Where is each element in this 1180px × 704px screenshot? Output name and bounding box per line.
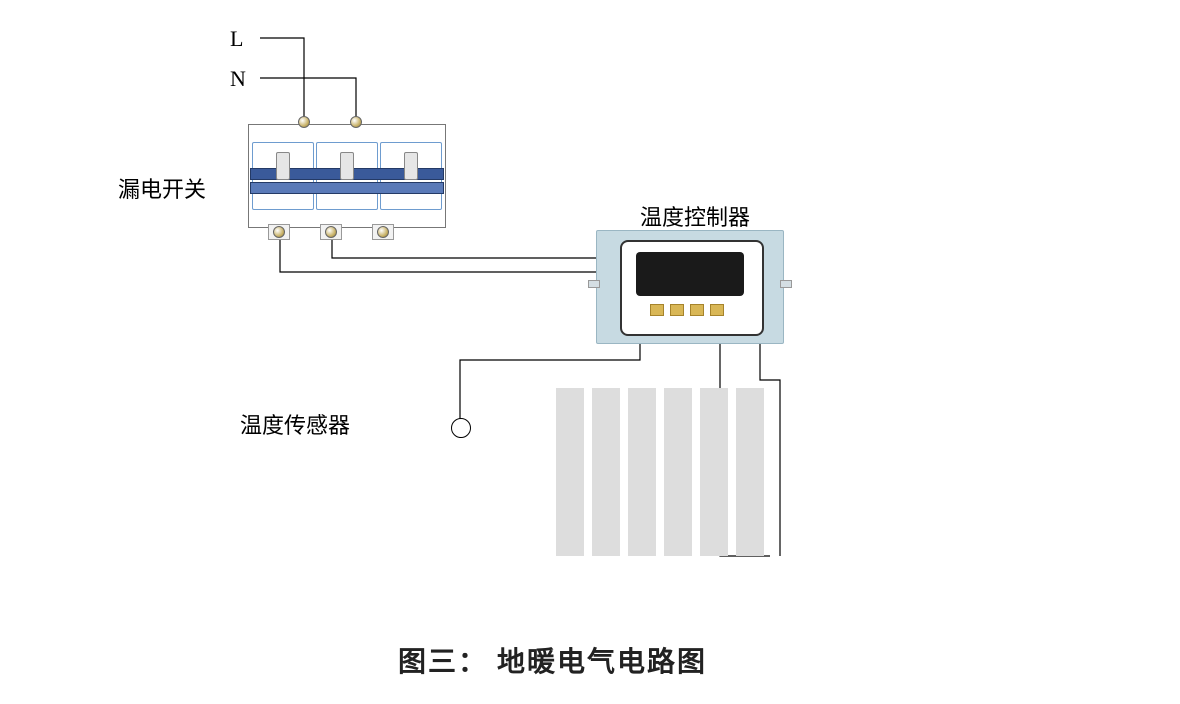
wire-N-in: [260, 78, 356, 118]
breaker-terminal-bot-1: [273, 226, 285, 238]
thermostat-btn-3[interactable]: [690, 304, 704, 316]
temperature-sensor-icon: [451, 418, 471, 438]
label-thermostat: 温度控制器: [640, 200, 750, 232]
wire-breaker-to-thermo-2: [332, 240, 596, 258]
thermostat-btn-1[interactable]: [650, 304, 664, 316]
label-L: L: [230, 26, 243, 52]
breaker-terminal-bot-2: [325, 226, 337, 238]
label-sensor: 温度传感器: [240, 408, 350, 440]
thermostat-btn-2[interactable]: [670, 304, 684, 316]
radiator: [556, 388, 772, 556]
breaker-terminal-bot-3: [377, 226, 389, 238]
breaker-terminal-top-1: [298, 116, 310, 128]
figure-caption: 图三： 地暖电气电路图: [398, 640, 707, 680]
breaker-terminal-top-2: [350, 116, 362, 128]
thermostat-mount-left: [588, 280, 600, 288]
label-breaker: 漏电开关: [118, 172, 206, 204]
leakage-breaker: [248, 124, 444, 226]
thermostat-btn-4[interactable]: [710, 304, 724, 316]
label-N: N: [230, 66, 246, 92]
wire-breaker-to-thermo-1: [280, 240, 596, 272]
wiring-layer: [0, 0, 1180, 704]
thermostat-screen: [636, 252, 744, 296]
thermostat-mount-right: [780, 280, 792, 288]
